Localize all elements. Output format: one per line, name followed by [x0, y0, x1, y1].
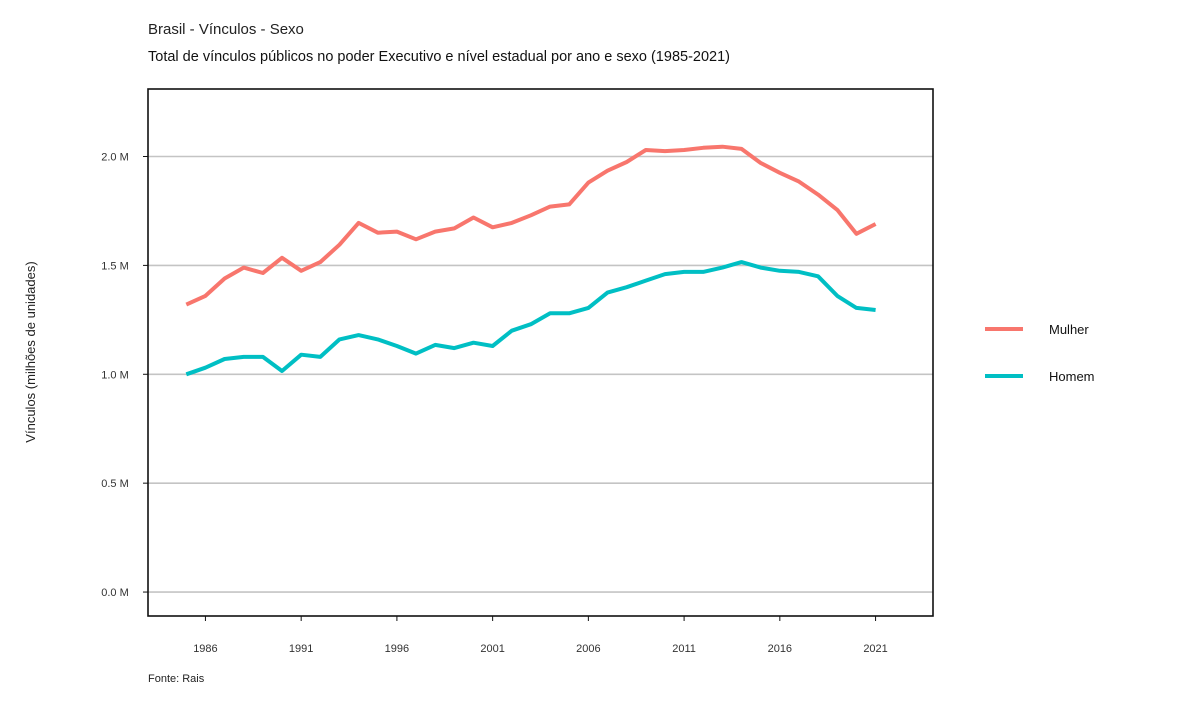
x-tick-label: 2016: [768, 643, 792, 655]
x-tick-label: 1996: [385, 643, 409, 655]
plot-frame: [147, 88, 934, 617]
x-tick-label: 2001: [480, 643, 504, 655]
y-tick-label: 0.5 M: [101, 478, 129, 490]
legend: Mulher Homem: [985, 322, 1095, 384]
x-tick-label: 2011: [672, 643, 696, 655]
gridlines: [148, 155, 933, 593]
y-tick-label: 2.0 M: [101, 152, 129, 164]
x-axis: 1986 1991 1996 2001 2006 2011 2016 2021: [193, 616, 888, 655]
series-lines: [185, 144, 877, 377]
x-tick-label: 1991: [289, 643, 313, 655]
y-tick-label: 1.5 M: [101, 260, 129, 272]
y-axis-title: Vínculos (milhões de unidades): [23, 261, 38, 442]
series-line-homem: [185, 260, 876, 377]
series-line-mulher: [185, 144, 877, 307]
source-note: Fonte: Rais: [148, 673, 205, 685]
y-tick-label: 1.0 M: [101, 369, 129, 381]
x-tick-label: 1986: [193, 643, 217, 655]
y-axis: 0.0 M 0.5 M 1.0 M 1.5 M 2.0 M: [101, 152, 148, 599]
x-tick-label: 2021: [863, 643, 887, 655]
legend-label-mulher: Mulher: [1049, 322, 1089, 337]
chart-title: Total de vínculos públicos no poder Exec…: [148, 49, 730, 65]
legend-label-homem: Homem: [1049, 369, 1095, 384]
chart-context-title: Brasil - Vínculos - Sexo: [148, 21, 304, 38]
x-tick-label: 2006: [576, 643, 600, 655]
y-tick-label: 0.0 M: [101, 587, 129, 599]
